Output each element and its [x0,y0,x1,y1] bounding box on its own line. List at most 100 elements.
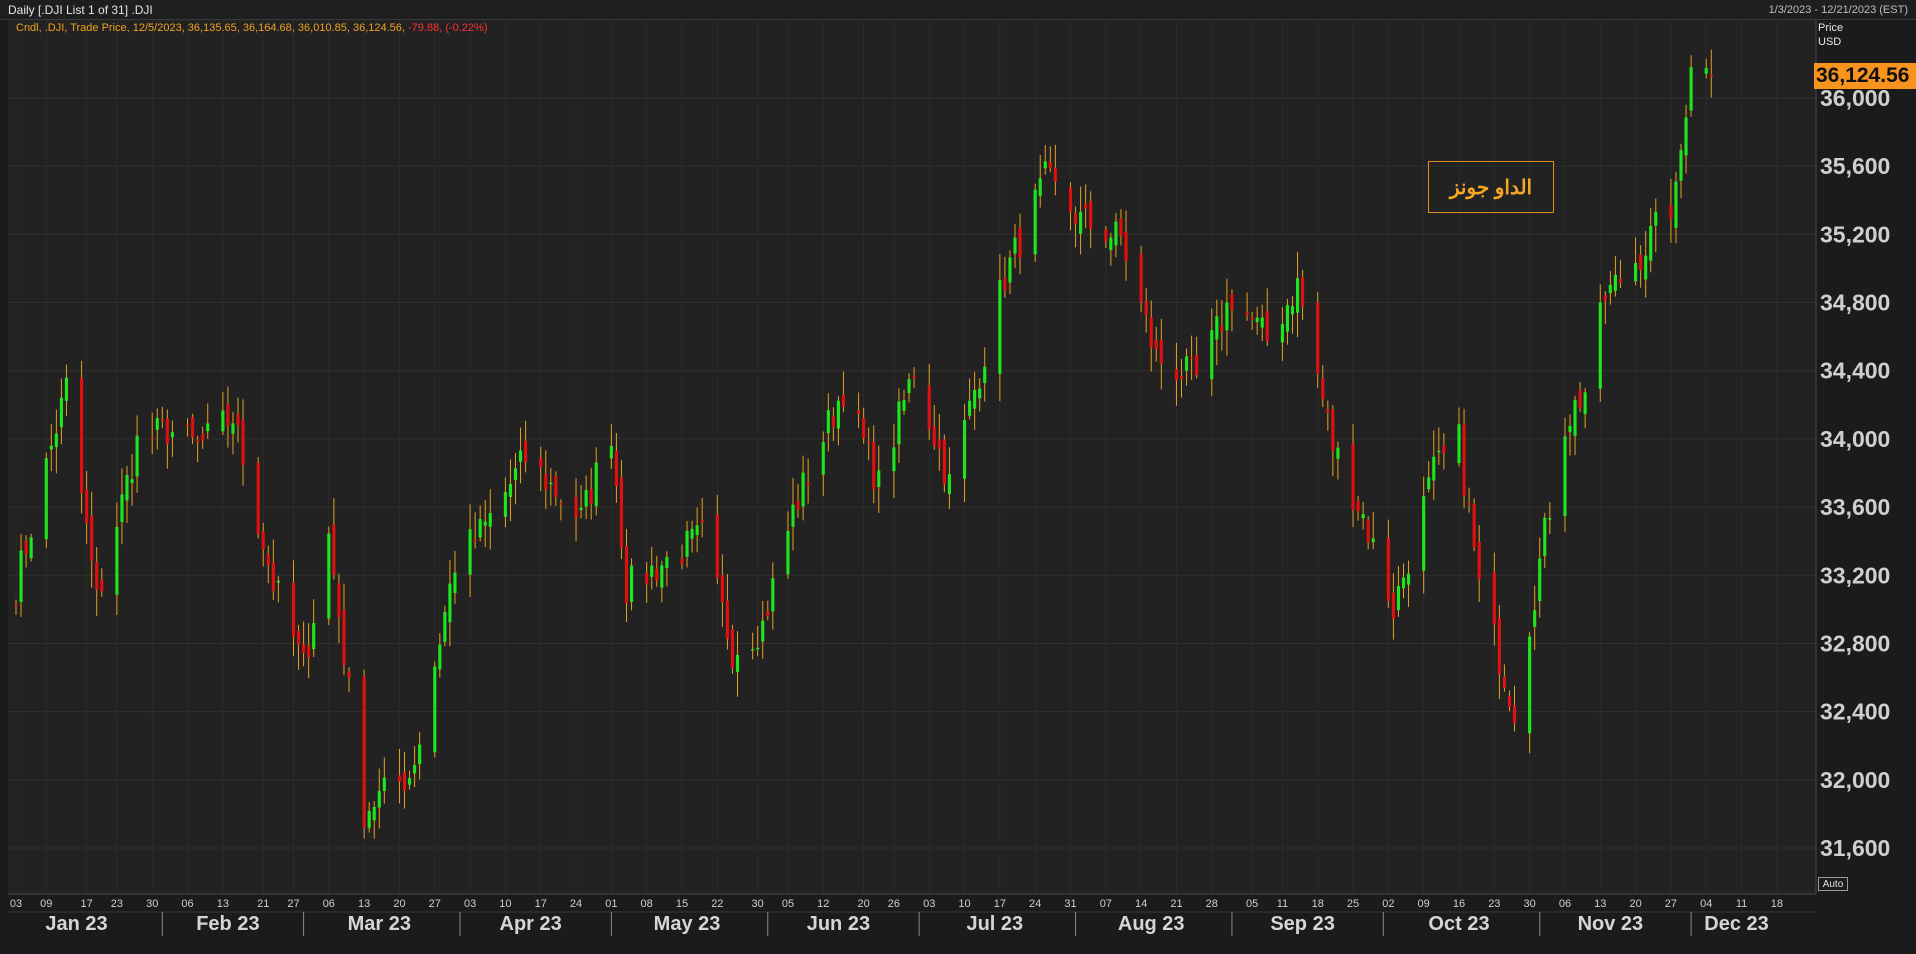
candle-down [1159,339,1163,364]
candle-up [1295,278,1300,313]
candle-up [1013,237,1017,254]
candle-up [125,474,129,501]
week-tick-label: 31 [1064,898,1076,910]
candle-up [120,494,124,523]
candle-down [236,413,240,426]
week-tick-label: 11 [1736,898,1747,910]
candle-down [1578,390,1582,409]
candle-down [589,489,593,504]
week-tick-label: 05 [782,898,794,910]
candle-up [1184,356,1189,371]
candle-up [1684,117,1688,156]
y-tick-label: 35,600 [1820,153,1890,179]
candle-up [1396,585,1401,610]
candle-down [271,562,275,591]
candle-up [468,529,472,575]
candle-down [342,609,346,666]
candle-down [655,568,659,581]
price-axis-header: Price USD [1818,21,1843,49]
candle-up [443,611,447,642]
candle-down [1462,423,1466,496]
candle-up [1008,257,1012,283]
candle-down [1144,301,1148,316]
candle-up [978,388,982,399]
candle-down [337,583,341,618]
candle-up [1109,237,1113,251]
candle-up [629,565,634,602]
time-axis[interactable]: 03 09 17 23 30 06 13 21 27 06 13 20 27 03 10 17 24 01 08 15… [8,893,1816,936]
candle-up [1401,577,1406,589]
week-tick-label: 21 [1170,898,1182,910]
candle-down [150,436,154,439]
month-label: Dec 23 [1704,913,1769,935]
candle-down [912,375,916,379]
y-tick-label: 32,000 [1820,767,1890,793]
candle-up [115,526,119,595]
candle-down [256,462,260,534]
price-axis[interactable]: 31,600 32,000 32,400 32,800 33,200 33,600 34,0… [1815,20,1890,894]
price-currency-label: USD [1818,36,1842,48]
candle-up [665,556,669,568]
candle-up [1114,221,1118,246]
candle-down [554,475,558,497]
week-tick-label: 22 [711,898,723,910]
candle-up [312,623,316,650]
candle-up [983,366,987,384]
candle-down [291,582,296,637]
candle-up [1255,317,1259,323]
candle-up [1568,425,1572,432]
date-range: 1/3/2023 - 12/21/2023 (EST) [1768,4,1908,16]
candle-up [64,377,69,401]
candle-up [44,458,48,540]
candle-up [1543,517,1547,557]
candle-up [1679,150,1683,181]
candle-down [559,503,563,505]
candle-down [725,600,729,640]
candle-up [584,489,588,507]
week-tick-label: 20 [1629,898,1641,910]
candle-up [549,482,553,485]
candle-down [796,500,800,510]
candle-down [14,604,18,607]
candle-down [302,644,306,653]
candle-up [433,666,437,753]
candle-down [1316,302,1320,374]
candle-up [29,537,33,559]
candle-down [619,477,624,549]
candle-up [155,418,159,430]
candle-down [196,439,200,443]
week-tick-label: 06 [323,898,335,910]
auto-scale-button[interactable]: Auto [1818,877,1848,891]
candle-up [448,583,452,623]
candle-down [539,457,543,468]
candle-down [942,439,946,485]
candle-up [1563,436,1567,517]
candle-up [1260,317,1264,328]
candle-up [508,483,513,497]
candle-up [1538,558,1542,601]
candle-up [1613,274,1617,291]
week-tick-label: 13 [1594,898,1606,910]
month-label: Apr 23 [500,913,562,935]
candle-up [1225,302,1229,331]
candle-up [786,530,790,575]
candle-up [19,550,23,602]
candle-up [503,491,507,517]
candle-down [1190,357,1194,359]
candle-up [791,504,795,527]
week-tick-label: 25 [1347,898,1359,910]
candle-up [907,379,911,394]
week-tick-label: 30 [146,898,158,910]
candle-down [645,573,649,585]
candle-down [1492,572,1496,625]
week-tick-label: 09 [1418,898,1430,910]
candle-up [1654,211,1658,226]
week-tick-label: 15 [676,898,688,910]
candle-down [1073,213,1078,225]
candle-down [261,531,265,550]
candle-down [1003,277,1007,291]
candle-up [1598,302,1602,389]
candle-down [937,439,941,450]
candle-up [1079,211,1083,234]
